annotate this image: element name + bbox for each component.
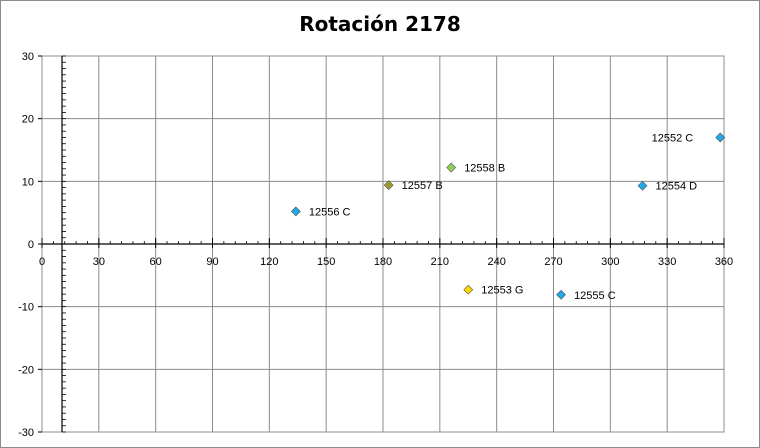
x-tick-label: 120 [260,256,278,268]
y-tick-label: 30 [22,51,34,63]
data-label: 12557 B [402,180,443,192]
data-point [463,284,474,295]
x-tick-label: 180 [374,256,392,268]
chart-title: Rotación 2178 [299,12,461,36]
data-label: 12552 C [652,132,694,144]
data-label: 12555 C [574,290,616,302]
data-label: 12553 G [481,285,523,297]
x-tick-label: 210 [431,256,449,268]
y-tick-label: -10 [18,302,34,314]
data-label: 12558 B [464,163,505,175]
y-tick-label: -20 [18,364,34,376]
x-tick-label: 150 [317,256,335,268]
x-tick-label: 270 [544,256,562,268]
data-point [715,132,726,143]
x-tick-label: 60 [150,256,162,268]
data-label: 12556 C [309,206,351,218]
y-tick-label: 10 [22,176,34,188]
data-point [446,162,457,173]
x-tick-label: 300 [601,256,619,268]
x-tick-label: 240 [487,256,505,268]
x-tick-label: 90 [206,256,218,268]
data-point [637,180,648,191]
data-point [383,180,394,191]
x-tick-label: 360 [715,256,733,268]
y-tick-label: -30 [18,427,34,439]
data-label: 12554 D [656,181,698,193]
x-tick-label: 30 [93,256,105,268]
y-tick-label: 0 [28,239,34,251]
data-point [556,289,567,300]
data-point [290,206,301,217]
y-tick-label: 20 [22,114,34,126]
x-tick-label: 330 [658,256,676,268]
x-tick-label: 0 [39,256,45,268]
